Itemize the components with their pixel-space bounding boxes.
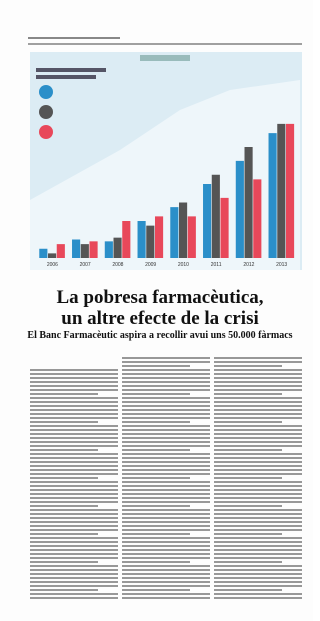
bar [89,241,97,258]
x-tick-label: 2008 [112,262,123,268]
bar [155,216,163,258]
bar [122,221,130,258]
bar [138,221,146,258]
x-tick-label: 2012 [243,262,254,268]
chart-heading [36,68,106,72]
legend-icon [39,125,53,139]
chart-heading [36,75,96,79]
bar [57,244,65,258]
body-text [30,358,302,598]
bar [114,238,122,258]
bar [146,226,154,258]
x-tick-label: 2011 [211,262,222,268]
section-label [140,55,190,61]
x-tick-label: 2009 [145,262,156,268]
bar [203,184,211,258]
bar [179,203,187,259]
legend-icon [39,85,53,99]
x-tick-label: 2007 [80,262,91,268]
bar [105,241,113,258]
bar [253,179,261,258]
headline-subtitle: El Banc Farmacèutic aspira a recollir av… [27,330,292,341]
bar [220,198,228,258]
bar [48,253,56,258]
headline-title-1: La pobresa farmacèutica,un altre efecte … [56,287,263,329]
bar [188,216,196,258]
bar [236,161,244,258]
legend-icon [39,105,53,119]
bar [39,249,47,258]
page-svg: 2006 2007 2008 2009 2010 2011 2012 2013 La pobr… [0,0,313,621]
newspaper-page: 2006 2007 2008 2009 2010 2011 2012 2013 La pobr… [0,0,313,621]
x-tick-label: 2010 [178,262,189,268]
bar [245,147,253,258]
title-line: La pobresa farmacèutica, [56,287,263,308]
bar [269,133,277,258]
bar [212,175,220,258]
x-tick-label: 2006 [47,262,58,268]
x-tick-label: 2013 [276,262,287,268]
bar [170,207,178,258]
bar [72,240,80,259]
bar [277,124,285,258]
title-line: un altre efecte de la crisi [61,308,259,329]
bar [286,124,294,258]
bar [81,244,89,258]
